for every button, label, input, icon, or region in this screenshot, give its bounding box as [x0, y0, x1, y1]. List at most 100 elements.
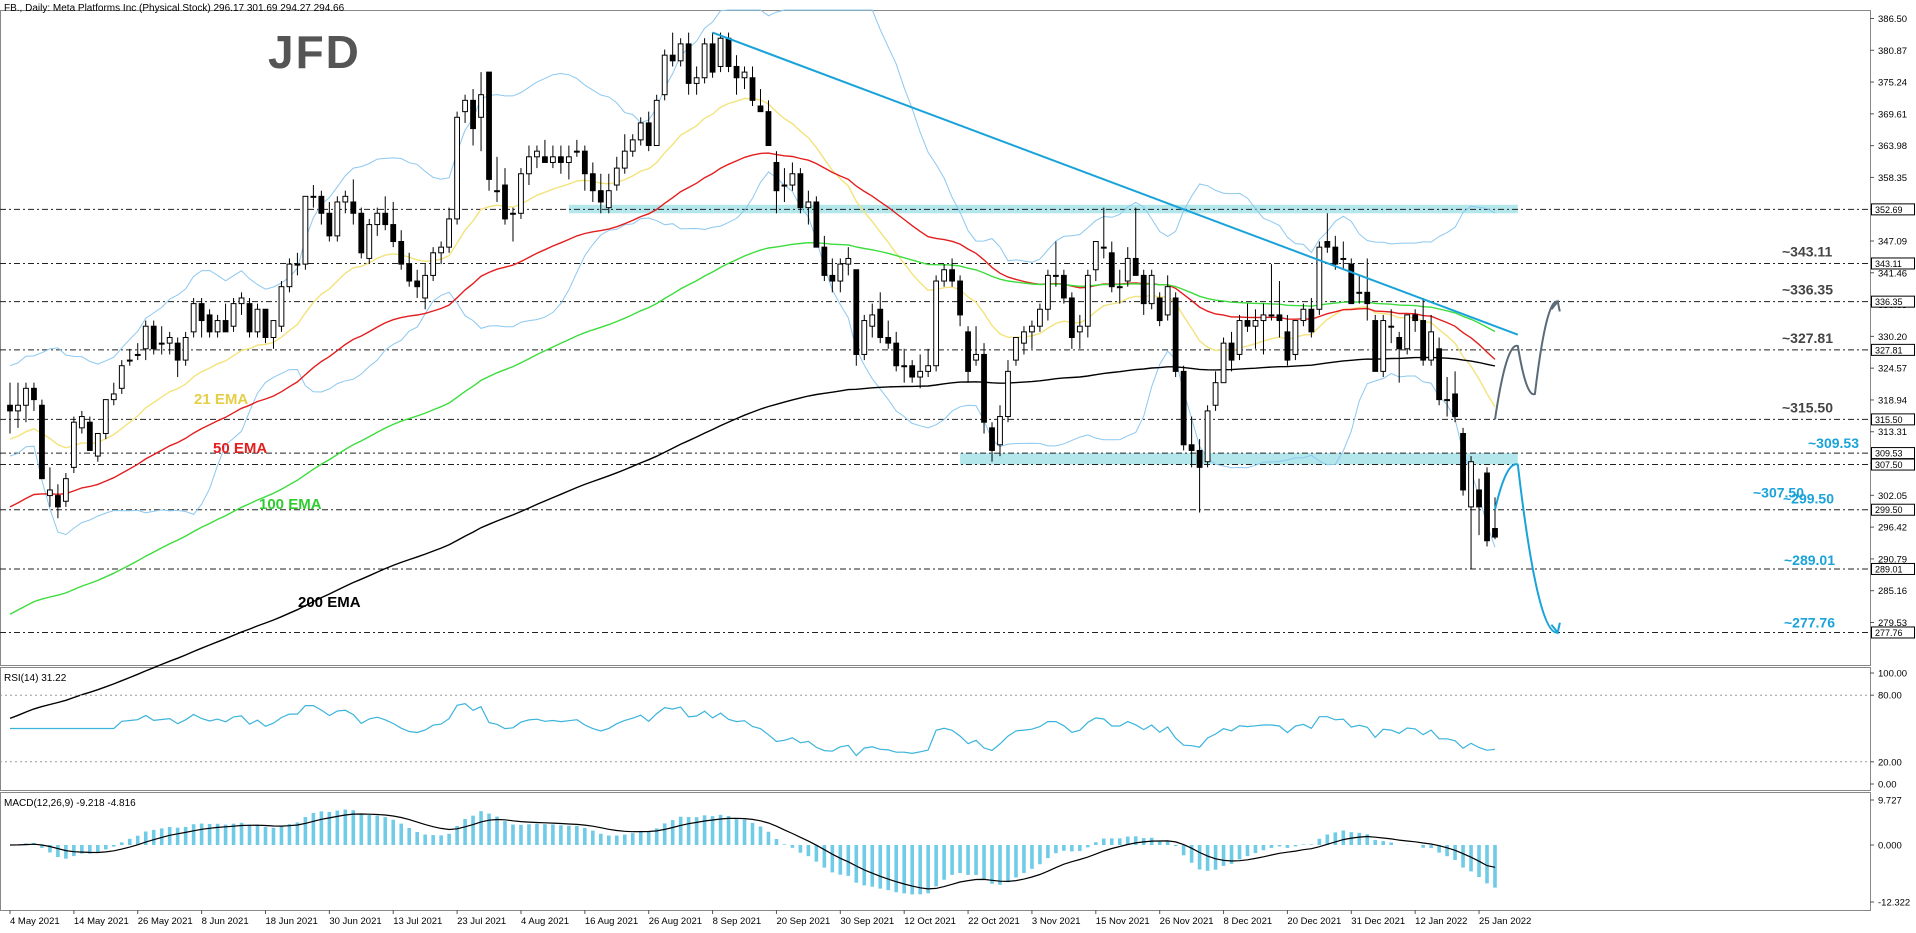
rsi-tick-label: 80.00 [1878, 691, 1902, 702]
candle-down [350, 201, 357, 214]
candle-up [286, 263, 293, 288]
candle-up [621, 150, 628, 169]
price-zone [568, 204, 1518, 214]
price-tick-label: 386.50 [1878, 14, 1907, 25]
candle-down [198, 303, 205, 322]
candle-up [47, 489, 53, 497]
level-text: ~343.11 [1782, 243, 1832, 259]
candle-up [997, 416, 1003, 446]
candle-up [837, 263, 844, 282]
candle-down [965, 331, 971, 372]
level-axis-tag-text: 352.69 [1875, 205, 1903, 215]
candle-up [1468, 461, 1474, 508]
candle-up [661, 54, 668, 96]
candle-down [821, 246, 828, 276]
price-tick-label: 330.20 [1878, 332, 1907, 343]
candle-up [374, 212, 381, 226]
candle-up [550, 156, 556, 163]
candle-down [7, 404, 13, 412]
candle-down [685, 43, 692, 84]
candle-down [1068, 297, 1075, 339]
candle-up [605, 190, 612, 209]
candle-down [1364, 291, 1371, 305]
rsi-tick-label: 0.00 [1878, 780, 1897, 791]
candle-up [510, 212, 516, 215]
candle-down [318, 195, 325, 214]
candle-up [1045, 274, 1051, 310]
candle-up [62, 478, 69, 502]
macd-signal-line [9, 813, 1496, 890]
bullish-scenario-arrow [1494, 300, 1559, 420]
downtrend-line [712, 31, 1519, 336]
candle-down [382, 212, 389, 226]
time-tick-label: 20 Dec 2021 [1287, 916, 1341, 927]
candle-down [1324, 241, 1331, 248]
candle-down [1196, 449, 1203, 468]
level-axis-tag-text: 309.53 [1875, 449, 1903, 459]
candle-up [1204, 410, 1211, 463]
candle-down [749, 77, 756, 101]
candle-up [917, 370, 924, 378]
candle-up [573, 150, 580, 153]
candle-up [805, 201, 812, 209]
time-tick-label: 23 Jul 2021 [457, 916, 506, 927]
ema-lines [9, 97, 1496, 720]
candle-up [302, 195, 309, 265]
candle-up [278, 286, 285, 327]
candle-down [390, 224, 397, 243]
candle-up [438, 246, 445, 254]
candle-down [797, 173, 804, 209]
candle-up [446, 218, 453, 248]
time-tick-label: 4 Aug 2021 [521, 916, 569, 927]
candle-up [565, 156, 572, 163]
candle-down [597, 190, 604, 203]
level-axis-tag-text: 289.01 [1875, 564, 1903, 574]
time-tick-label: 26 Nov 2021 [1160, 916, 1214, 927]
candle-down [470, 99, 476, 130]
level-axis-tag-inner [1872, 204, 1914, 215]
rsi-panel: 100.00 80.00 20.00 0.00 [0, 669, 1907, 791]
level-text: ~277.76 [1784, 614, 1835, 630]
candle-down [86, 421, 93, 451]
price-tick-label: 380.87 [1878, 46, 1907, 57]
macd-tick-label: -12.322 [1878, 898, 1910, 909]
candle-up [342, 195, 349, 203]
candle-up [869, 314, 876, 327]
price-zone [960, 453, 1518, 465]
candle-down [1108, 252, 1115, 288]
level-text: ~309.53 [1808, 435, 1859, 451]
time-tick-label: 3 Nov 2021 [1032, 916, 1081, 927]
candle-up [126, 359, 133, 362]
candle-up [118, 365, 125, 389]
time-tick-label: 4 May 2021 [10, 916, 60, 927]
candle-up [845, 257, 852, 265]
price-tick-label: 285.16 [1878, 586, 1907, 597]
candle-up [534, 150, 540, 158]
candle-up [134, 353, 141, 356]
candle-up [637, 122, 644, 141]
macd-panel-frame [0, 792, 1871, 911]
candle-up [701, 43, 708, 79]
candle-up [1388, 325, 1395, 328]
candle-up [526, 156, 532, 175]
candle-down [1060, 274, 1067, 299]
level-text: ~315.50 [1782, 399, 1833, 415]
candle-down [222, 320, 229, 333]
time-tick-label: 20 Sep 2021 [776, 916, 830, 927]
level-axis-tag-inner [1872, 563, 1914, 574]
candle-up [462, 99, 468, 113]
candle-down [645, 122, 652, 147]
candle-down [150, 325, 157, 350]
level-text: ~289.01 [1784, 552, 1835, 568]
candle-down [557, 156, 564, 163]
candle-down [733, 65, 740, 79]
time-tick-label: 12 Oct 2021 [904, 916, 956, 927]
bollinger-upper [9, 9, 1496, 367]
candle-up [1100, 246, 1107, 249]
level-texts: ~343.11 ~336.35 ~327.81 ~315.50 ~309.53 ~307.… [1753, 243, 1859, 630]
candle-up [781, 184, 788, 187]
time-tick-label: 22 Oct 2021 [968, 916, 1020, 927]
candle-down [949, 269, 955, 282]
macd-panel: 9.727 0.000 -12.322 [9, 796, 1910, 909]
candle-down [326, 212, 333, 237]
